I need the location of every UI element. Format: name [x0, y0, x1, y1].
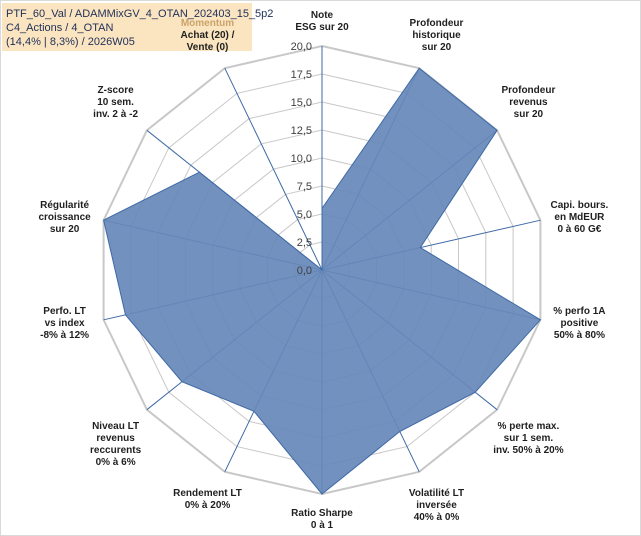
series-polygon — [103, 67, 542, 495]
axis-label-11-line-1: croissance — [38, 212, 91, 223]
axis-label-13-line-0: Momentum — [181, 18, 234, 29]
radar-tick-labels: 0,0 2,5 5,0 7,5 10,0 12,5 15,0 17,5 20,0 — [291, 41, 312, 277]
axis-label-4-line-0: % perfo 1A — [553, 306, 605, 317]
axis-label-6-line-0: Volatilité LT — [409, 488, 464, 499]
axis-label-11-line-0: Régularité — [40, 200, 89, 211]
axis-label-12-line-1: 10 sem. — [97, 97, 134, 108]
tick-label-6: 15,0 — [291, 97, 312, 109]
axis-label-10-line-2: -8% à 12% — [40, 330, 89, 341]
portfolio-name: PTF_60_Val / ADAMMixGV_4_OTAN_202403_15_… — [6, 8, 274, 20]
axis-label-5: % perte max.sur 1 sem.inv. 50% à 20% — [493, 421, 564, 456]
axis-label-4-line-1: positive — [561, 318, 599, 329]
axis-label-11-line-2: sur 20 — [50, 224, 80, 235]
axis-label-3-line-2: 0 à 60 G€ — [557, 224, 601, 235]
axis-label-5-line-0: % perte max. — [498, 421, 560, 432]
axis-label-0-line-1: ESG sur 20 — [295, 22, 349, 33]
tick-label-5: 12,5 — [291, 125, 312, 137]
axis-label-7-line-1: 0 à 1 — [311, 520, 334, 531]
axis-label-4-line-2: 50% à 80% — [554, 330, 605, 341]
axis-label-3-line-1: en MdEUR — [554, 212, 605, 223]
radar-series-area — [103, 67, 542, 495]
axis-label-6-line-1: inversée — [416, 500, 457, 511]
axis-label-8-line-1: 0% à 20% — [185, 500, 231, 511]
tick-label-7: 17,5 — [291, 69, 312, 81]
axis-label-2-line-0: Profondeur — [501, 85, 555, 96]
tick-label-8: 20,0 — [291, 41, 312, 53]
axis-label-9-line-3: 0% à 6% — [96, 457, 136, 468]
axis-label-2-line-2: sur 20 — [514, 109, 544, 120]
chart-title-box: PTF_60_Val / ADAMMixGV_4_OTAN_202403_15_… — [2, 3, 274, 51]
tick-label-0: 0,0 — [297, 265, 312, 277]
axis-label-10-line-1: vs index — [45, 318, 85, 329]
tick-label-4: 10,0 — [291, 153, 312, 165]
axis-label-8: Rendement LT0% à 20% — [173, 488, 242, 511]
tick-label-3: 7,5 — [297, 181, 312, 193]
asset-class: C4_Actions / 4_OTAN — [6, 22, 114, 34]
axis-label-12-line-2: inv. 2 à -2 — [93, 109, 138, 120]
tick-label-2: 5,0 — [297, 209, 312, 221]
axis-label-7-line-0: Ratio Sharpe — [291, 508, 353, 519]
tick-label-1: 2,5 — [297, 237, 312, 249]
axis-label-1-line-2: sur 20 — [422, 42, 452, 53]
axis-label-5-line-1: sur 1 sem. — [504, 433, 554, 444]
axis-label-9-line-0: Niveau LT — [92, 421, 139, 432]
spoke-13 — [224, 67, 323, 271]
axis-label-0-line-0: Note — [311, 10, 334, 21]
axis-label-3-line-0: Capi. bours. — [551, 200, 609, 211]
axis-label-12-line-0: Z-score — [98, 85, 135, 96]
axis-label-1-line-1: historique — [412, 30, 461, 41]
axis-label-6-line-2: 40% à 0% — [414, 512, 460, 523]
axis-label-9-line-1: revenus — [96, 433, 135, 444]
axis-label-13-line-1: Achat (20) / — [181, 30, 235, 41]
axis-label-1-line-0: Profondeur — [410, 18, 464, 29]
axis-label-5-line-2: inv. 50% à 20% — [493, 445, 564, 456]
axis-label-13-line-2: Vente (0) — [187, 42, 229, 53]
axis-label-10-line-0: Perfo. LT — [43, 306, 86, 317]
axis-label-9-line-2: reccurents — [90, 445, 142, 456]
performance-summary: (14,4% | 8,3%) / 2026W05 — [6, 36, 135, 48]
axis-label-2-line-1: revenus — [509, 97, 548, 108]
axis-label-8-line-0: Rendement LT — [173, 488, 242, 499]
